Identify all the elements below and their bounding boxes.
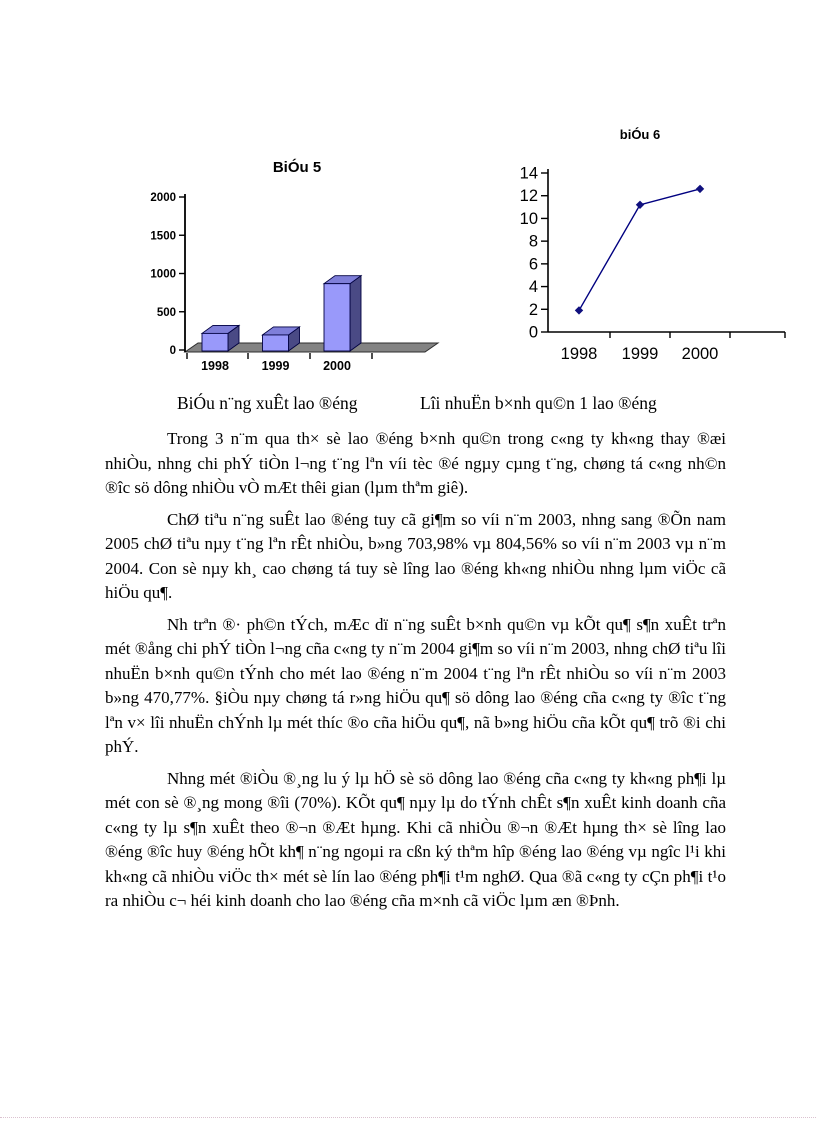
svg-text:2: 2 [529, 301, 538, 319]
bar-chart-caption: BiÓu n¨ng xuÊt lao ®éng [177, 393, 358, 413]
bar-chart: BiÓu 5 0 500 1000 1500 2000 1998 1999 2000 [150, 158, 440, 373]
line-chart-caption: Lîi nhuËn b×nh qu©n 1 lao ®éng [420, 393, 657, 413]
paragraph: Nhng mét ®iÒu ®¸ng lu ý lµ hÖ sè sö dông… [105, 768, 726, 911]
svg-text:6: 6 [529, 255, 538, 273]
svg-text:2000: 2000 [150, 192, 176, 204]
svg-text:1999: 1999 [262, 359, 290, 373]
svg-text:1998: 1998 [201, 359, 229, 373]
svg-text:BiÓu 5: BiÓu 5 [273, 158, 321, 176]
svg-text:1500: 1500 [150, 230, 176, 242]
svg-text:500: 500 [157, 307, 176, 319]
svg-text:2000: 2000 [323, 359, 351, 373]
svg-text:1000: 1000 [150, 269, 176, 281]
paragraph: Nh trªn ®· ph©n tÝch, mÆc dï n¨ng suÊt b… [105, 614, 726, 757]
svg-text:12: 12 [520, 187, 538, 205]
body-text: Trong 3 n¨m qua th× sè lao ®éng b×nh qu©… [105, 427, 726, 921]
svg-text:0: 0 [170, 345, 176, 357]
line-chart: biÓu 6 0 2 4 6 8 10 12 14 1998 1999 2000 [520, 127, 786, 363]
svg-text:1998: 1998 [561, 345, 598, 363]
svg-text:biÓu 6: biÓu 6 [620, 127, 660, 142]
svg-text:0: 0 [529, 324, 538, 342]
paragraph: ChØ tiªu n¨ng suÊt lao ®éng tuy cã gi¶m … [105, 509, 726, 603]
svg-text:8: 8 [529, 233, 538, 251]
page-bottom-dotted-line [0, 1117, 816, 1118]
svg-text:4: 4 [529, 278, 538, 296]
svg-text:14: 14 [520, 165, 538, 183]
svg-text:1999: 1999 [622, 345, 659, 363]
paragraph: Trong 3 n¨m qua th× sè lao ®éng b×nh qu©… [105, 429, 726, 497]
svg-text:2000: 2000 [682, 345, 719, 363]
svg-text:10: 10 [520, 210, 538, 228]
